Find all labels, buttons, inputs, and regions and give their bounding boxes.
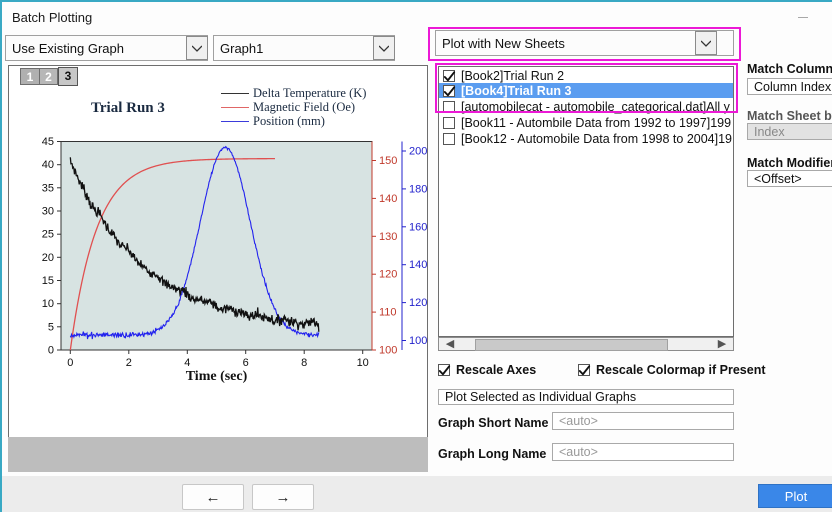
svg-text:120: 120 [379, 269, 397, 281]
svg-text:110: 110 [379, 307, 397, 319]
svg-text:2: 2 [126, 357, 132, 369]
svg-text:8: 8 [301, 357, 307, 369]
svg-text:100: 100 [409, 335, 427, 347]
svg-text:180: 180 [409, 183, 427, 195]
svg-text:10: 10 [42, 298, 54, 310]
svg-text:35: 35 [42, 182, 54, 194]
svg-text:140: 140 [409, 259, 427, 271]
svg-text:130: 130 [379, 231, 397, 243]
svg-text:45: 45 [42, 136, 54, 148]
svg-text:4: 4 [184, 357, 190, 369]
svg-text:6: 6 [243, 357, 249, 369]
svg-text:40: 40 [42, 159, 54, 171]
svg-text:120: 120 [409, 297, 427, 309]
svg-text:25: 25 [42, 229, 54, 241]
svg-text:30: 30 [42, 206, 54, 218]
svg-text:0: 0 [48, 345, 54, 357]
svg-text:160: 160 [409, 221, 427, 233]
svg-text:0: 0 [67, 357, 73, 369]
svg-text:15: 15 [42, 275, 54, 287]
svg-text:20: 20 [42, 252, 54, 264]
svg-text:150: 150 [379, 155, 397, 167]
svg-text:10: 10 [357, 357, 369, 369]
svg-text:140: 140 [379, 193, 397, 205]
svg-text:100: 100 [379, 345, 397, 357]
svg-text:5: 5 [48, 321, 54, 333]
svg-text:Time (sec): Time (sec) [186, 369, 248, 384]
svg-text:200: 200 [409, 146, 427, 158]
